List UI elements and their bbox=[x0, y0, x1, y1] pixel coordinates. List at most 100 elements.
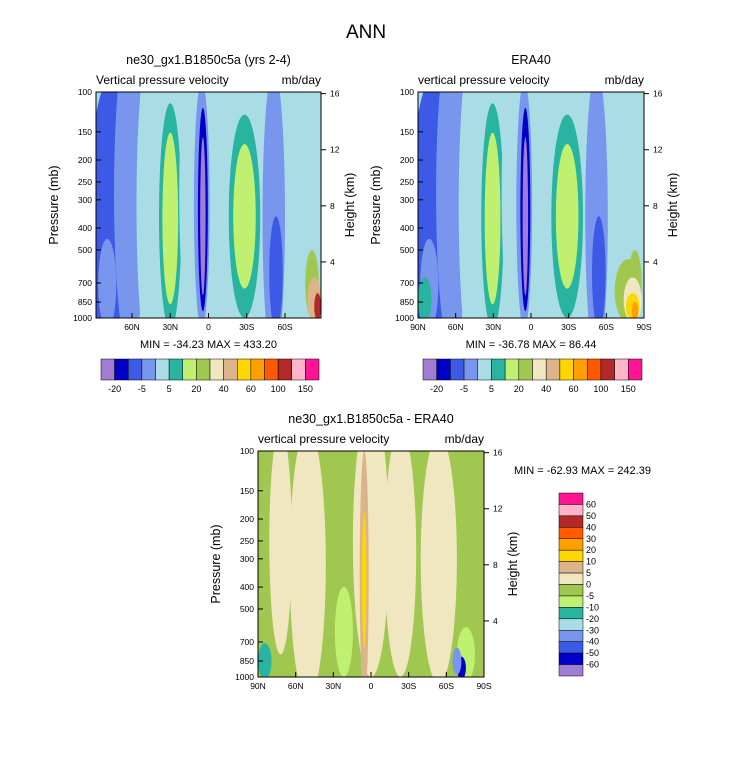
diff-colorbar-box bbox=[558, 538, 584, 551]
model-contour-region bbox=[98, 238, 117, 318]
model-colorbar-box bbox=[305, 358, 320, 381]
panel-model: ne30_gx1.B1850c5a (yrs 2-4) Vertical pres… bbox=[47, 53, 357, 394]
diff-ytick-label: 400 bbox=[240, 582, 254, 592]
obs-contour-region bbox=[458, 92, 486, 318]
model-field-label: Vertical pressure velocity bbox=[96, 73, 229, 87]
diff-stats: MIN = -62.93 MAX = 242.39 bbox=[514, 465, 651, 477]
model-contour-region bbox=[136, 92, 164, 318]
obs-y2tick-label: 8 bbox=[653, 201, 658, 211]
diff-contour-region bbox=[289, 451, 326, 677]
obs-colorbar-box bbox=[628, 358, 643, 381]
obs-y2tick-label: 16 bbox=[653, 89, 663, 99]
diff-colorbar-box bbox=[558, 515, 584, 528]
model-colorbar-label: 100 bbox=[271, 384, 286, 394]
diff-colorbar-box bbox=[558, 618, 584, 631]
model-colorbar-box bbox=[223, 358, 238, 381]
obs-colorbar-label: 40 bbox=[541, 384, 551, 394]
diff-colorbar-box bbox=[558, 607, 584, 620]
model-contour-region bbox=[162, 132, 179, 305]
model-colorbar-box bbox=[141, 358, 156, 381]
obs-colorbar-box bbox=[504, 358, 520, 381]
obs-ytick-label: 150 bbox=[400, 127, 414, 137]
diff-ytick-label: 250 bbox=[240, 536, 254, 546]
model-y2tick-label: 12 bbox=[330, 145, 340, 155]
obs-colorbar-label: 20 bbox=[514, 384, 524, 394]
obs-colorbar-box bbox=[573, 358, 588, 381]
model-contour-region bbox=[269, 216, 283, 318]
diff-colorbar-box bbox=[558, 504, 584, 517]
diff-ytick-label: 700 bbox=[240, 637, 254, 647]
obs-y2tick-label: 4 bbox=[653, 257, 658, 267]
obs-colorbar-label: 5 bbox=[489, 384, 494, 394]
obs-colorbar-box bbox=[559, 358, 574, 381]
model-ylabel: Pressure (mb) bbox=[47, 165, 61, 244]
obs-units: mb/day bbox=[605, 73, 644, 87]
model-colorbar-box bbox=[168, 358, 183, 381]
model-units: mb/day bbox=[282, 73, 321, 87]
diff-ytick-label: 200 bbox=[240, 514, 254, 524]
obs-stats: MIN = -36.78 MAX = 86.44 bbox=[466, 339, 597, 351]
obs-colorbar-label: 100 bbox=[593, 384, 608, 394]
diff-colorbar-box bbox=[558, 652, 584, 665]
obs-xtick-label: 60S bbox=[599, 322, 614, 332]
model-title: ne30_gx1.B1850c5a (yrs 2-4) bbox=[126, 53, 291, 67]
obs-xtick-label: 90N bbox=[410, 322, 426, 332]
diff-colorbar-box bbox=[558, 584, 584, 597]
diff-colorbar-label: -40 bbox=[586, 637, 599, 647]
diff-colorbar-box bbox=[558, 595, 584, 608]
obs-colorbar-box bbox=[422, 358, 437, 381]
diff-colorbar-box bbox=[558, 549, 584, 562]
model-ytick-label: 150 bbox=[78, 127, 92, 137]
obs-colorbar-label: -5 bbox=[460, 384, 468, 394]
obs-ytick-label: 200 bbox=[400, 155, 414, 165]
diff-contour-region bbox=[452, 647, 462, 675]
diff-colorbar-box bbox=[558, 630, 584, 642]
diff-colorbar-box bbox=[558, 572, 584, 585]
model-colorbar-label: 20 bbox=[191, 384, 201, 394]
obs-title: ERA40 bbox=[511, 53, 551, 67]
obs-y2tick-label: 12 bbox=[653, 145, 663, 155]
diff-contour-region bbox=[269, 451, 292, 655]
model-ytick-label: 100 bbox=[78, 87, 92, 97]
diff-ytick-label: 500 bbox=[240, 604, 254, 614]
diff-contour-region bbox=[258, 643, 272, 677]
diff-colorbar-label: 60 bbox=[586, 499, 596, 509]
model-y2label: Height (km) bbox=[343, 173, 357, 238]
diff-colorbar-label: -20 bbox=[586, 614, 599, 624]
model-contour-region bbox=[233, 143, 256, 289]
obs-colorbar-label: 60 bbox=[569, 384, 579, 394]
diff-y2tick-label: 4 bbox=[493, 616, 498, 626]
model-ytick-label: 500 bbox=[78, 245, 92, 255]
obs-colorbar-box bbox=[436, 358, 451, 381]
model-xtick-label: 60S bbox=[277, 322, 292, 332]
model-colorbar-label: 40 bbox=[219, 384, 229, 394]
diff-colorbar-label: 10 bbox=[586, 557, 596, 567]
diff-colorbar-label: -50 bbox=[586, 648, 599, 658]
diff-colorbar-label: 5 bbox=[586, 568, 591, 578]
obs-ytick-label: 850 bbox=[400, 297, 414, 307]
panel-obs: ERA40 vertical pressure velocity mb/day 100… bbox=[369, 53, 680, 394]
diff-ytick-label: 150 bbox=[240, 486, 254, 496]
model-colorbar-label: 150 bbox=[298, 384, 313, 394]
obs-contour-region bbox=[555, 143, 579, 289]
diff-contour-region bbox=[384, 451, 417, 677]
diff-y2tick-label: 16 bbox=[493, 448, 503, 458]
obs-colorbar-box bbox=[518, 358, 533, 381]
model-colorbar-box bbox=[277, 358, 292, 381]
diff-contour-region bbox=[361, 512, 367, 648]
diff-xtick-label: 30N bbox=[326, 681, 342, 691]
model-ytick-label: 850 bbox=[78, 297, 92, 307]
diff-colorbar-label: 0 bbox=[586, 580, 591, 590]
model-colorbar-box bbox=[100, 358, 115, 381]
obs-contour-region bbox=[631, 302, 639, 318]
diff-ytick-label: 100 bbox=[240, 446, 254, 456]
model-y2tick-label: 4 bbox=[330, 257, 335, 267]
model-colorbar-box bbox=[182, 358, 197, 381]
obs-colorbar-box bbox=[491, 358, 506, 381]
model-xtick-label: 0 bbox=[206, 322, 211, 332]
model-colorbar-box bbox=[114, 358, 129, 381]
diff-colorbar-box bbox=[558, 561, 584, 574]
diff-field-label: vertical pressure velocity bbox=[258, 432, 389, 446]
model-colorbar-label: 60 bbox=[246, 384, 256, 394]
